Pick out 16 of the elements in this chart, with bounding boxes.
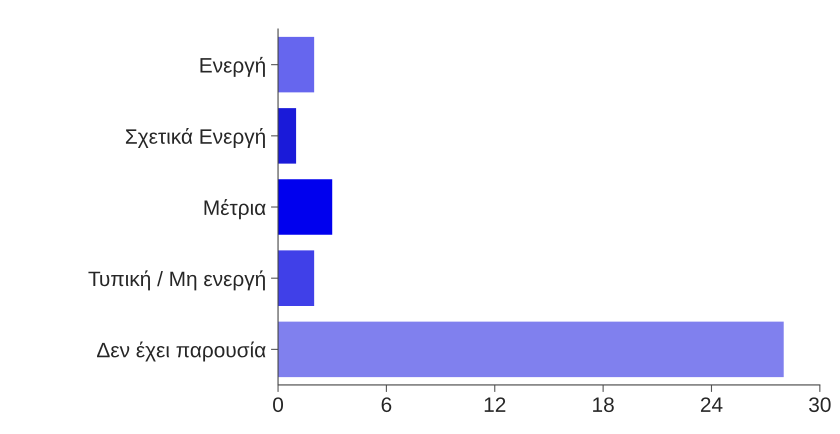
bar xyxy=(278,36,314,92)
x-tick-label: 0 xyxy=(273,397,284,412)
bar xyxy=(278,179,332,235)
bar xyxy=(278,108,296,164)
x-tick-label: 6 xyxy=(382,397,392,412)
y-tick-label: Δεν έχει παρουσία xyxy=(97,342,266,362)
x-tick-label: 30 xyxy=(809,397,831,412)
y-tick-label: Μέτρια xyxy=(204,199,266,220)
y-tick-label: Ενεργή xyxy=(200,56,265,77)
y-tick-label: Σχετικά Ενεργή xyxy=(126,128,265,148)
bar xyxy=(278,250,314,306)
y-tick-label: Τυπική / Μη ενεργή xyxy=(88,270,265,290)
bar xyxy=(278,322,784,378)
x-tick-label: 18 xyxy=(593,397,614,412)
x-tick-label: 24 xyxy=(700,397,722,412)
x-tick-label: 12 xyxy=(484,397,506,412)
